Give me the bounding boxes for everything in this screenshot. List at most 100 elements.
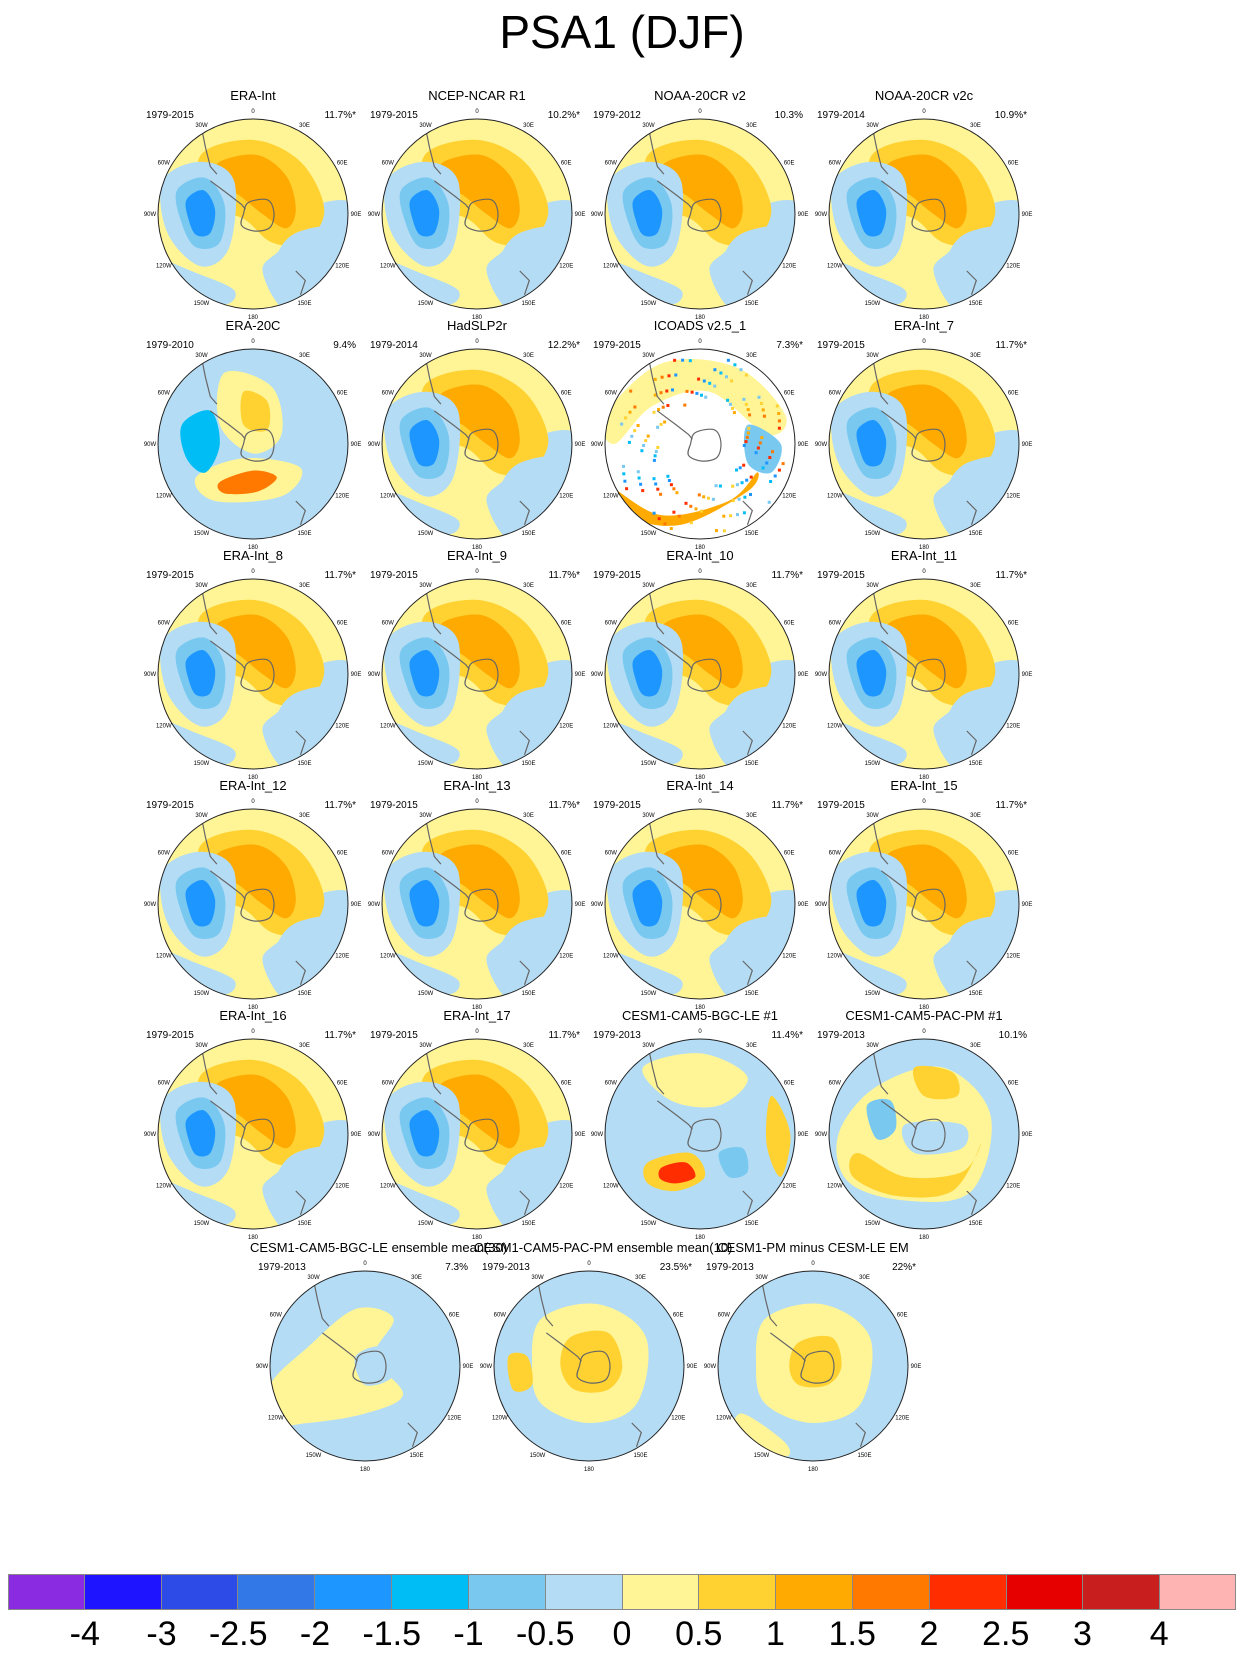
- panel-years: 1979-2013: [258, 1262, 306, 1273]
- antarctic-peninsula-coastline: [209, 870, 246, 900]
- panel-title: ERA-Int_7: [894, 318, 954, 333]
- weak-low-south: [386, 950, 460, 995]
- high-anomaly-core: [660, 614, 743, 689]
- panel-variance-percent: 10.3%: [774, 110, 803, 121]
- sparse-data-cell: [684, 501, 688, 505]
- panel-variance-percent: 11.7%*: [548, 800, 580, 811]
- weak-low-south: [162, 260, 236, 305]
- longitude-label: 0: [475, 109, 479, 115]
- south-america-coastline: [647, 583, 665, 635]
- longitude-label: 60E: [449, 1313, 460, 1319]
- antarctica-coastline: [687, 428, 722, 462]
- new-zealand-coastline: [855, 1422, 866, 1447]
- longitude-label: 150E: [521, 531, 535, 537]
- new-zealand-coastline: [742, 960, 753, 985]
- south-america-coastline: [871, 583, 889, 635]
- panel-variance-percent: 11.4%*: [771, 1030, 803, 1041]
- centre-near-zero: [354, 1346, 395, 1386]
- sparse-data-cell: [656, 425, 660, 429]
- longitude-label: 180: [919, 1005, 930, 1011]
- sparse-data-cell: [652, 410, 656, 414]
- map-panel: ERA-Int_9 1979-2015 11.7%* 0 30E 60E 90E 120E 15…: [362, 548, 592, 784]
- longitude-label: 60W: [605, 621, 618, 627]
- sparse-data-cell: [669, 527, 673, 530]
- longitude-label: 60W: [829, 1081, 842, 1087]
- sparse-data-cell: [624, 416, 628, 420]
- high-anomaly-core: [437, 384, 520, 459]
- colorbar-swatch: [699, 1574, 777, 1610]
- polar-contour-map: 0 30E 60E 90E 120E 150E 180 150W 120W 90W 60W 30W: [591, 1029, 809, 1241]
- panel-years: 1979-2015: [817, 570, 865, 581]
- antarctic-peninsula-coastline: [656, 180, 693, 210]
- weak-low-south: [162, 950, 236, 995]
- longitude-label: 30W: [642, 583, 655, 589]
- antarctic-peninsula-coastline: [545, 1332, 582, 1362]
- longitude-label: 150E: [297, 1221, 311, 1227]
- south-america-coastline: [200, 813, 218, 865]
- longitude-label: 150E: [744, 991, 758, 997]
- low-anomaly-core: [409, 650, 440, 697]
- longitude-label: 90E: [575, 902, 586, 908]
- longitude-label: 30E: [299, 353, 310, 359]
- map-boundary: [717, 1270, 909, 1462]
- map-panel: NOAA-20CR v2 1979-2012 10.3% 0 30E 60E 90E 120E…: [585, 88, 815, 324]
- antarctic-peninsula-coastline: [209, 410, 246, 440]
- high-anomaly-core: [437, 1074, 520, 1149]
- longitude-label: 120W: [827, 1184, 843, 1190]
- longitude-label: 120W: [380, 954, 396, 960]
- polar-contour-map: 0 30E 60E 90E 120E 150E 180 150W 120W 90W 60W 30W: [144, 569, 362, 781]
- map-boundary: [604, 118, 796, 310]
- low-anomaly-core: [185, 650, 216, 697]
- sparse-data-cell: [726, 398, 730, 402]
- longitude-label: 120E: [559, 494, 573, 500]
- sparse-data-cell: [700, 393, 703, 397]
- high-anomaly-south-core: [217, 470, 277, 495]
- colorbar-tick-label: 0.5: [675, 1615, 723, 1653]
- map-boundary: [381, 118, 573, 310]
- weak-low-south: [386, 1180, 460, 1225]
- longitude-label: 90W: [704, 1364, 717, 1370]
- longitude-label: 120W: [603, 724, 619, 730]
- longitude-label: 30W: [419, 353, 432, 359]
- longitude-label: 0: [251, 109, 255, 115]
- new-zealand-coastline: [519, 730, 530, 755]
- high-anomaly-core: [437, 614, 520, 689]
- polar-contour-map: 0 30E 60E 90E 120E 150E 180 150W 120W 90W 60W 30W: [256, 1261, 474, 1473]
- longitude-label: 120E: [559, 1184, 573, 1190]
- longitude-label: 90W: [815, 672, 828, 678]
- longitude-label: 90E: [575, 212, 586, 218]
- antarctica-coastline: [240, 1118, 275, 1152]
- longitude-label: 150W: [194, 301, 210, 307]
- sparse-data-cell: [740, 481, 744, 485]
- panel-title: ERA-20C: [225, 318, 281, 333]
- sparse-data-cell: [659, 391, 663, 395]
- longitude-label: 150E: [744, 1221, 758, 1227]
- longitude-label: 0: [922, 109, 926, 115]
- longitude-label: 150E: [968, 531, 982, 537]
- new-zealand-coastline: [966, 1190, 977, 1215]
- longitude-label: 120W: [268, 1416, 284, 1422]
- antarctic-peninsula-coastline: [209, 640, 246, 670]
- longitude-label: 90E: [798, 442, 809, 448]
- sparse-data-cell: [758, 441, 762, 445]
- sparse-data-cell: [728, 402, 732, 406]
- antarctic-peninsula-coastline: [321, 1332, 358, 1362]
- sparse-data-cell: [748, 413, 752, 417]
- longitude-label: 60E: [337, 621, 348, 627]
- longitude-label: 60W: [158, 161, 171, 167]
- sparse-data-cell: [659, 422, 663, 426]
- south-america-coastline: [647, 123, 665, 175]
- colorbar-swatch: [8, 1574, 85, 1610]
- longitude-label: 120E: [559, 724, 573, 730]
- high-anomaly-core: [884, 844, 967, 919]
- antarctic-peninsula-coastline: [433, 870, 470, 900]
- longitude-label: 120W: [827, 494, 843, 500]
- longitude-label: 150W: [865, 301, 881, 307]
- sparse-data-cell: [639, 482, 643, 486]
- colorbar-swatch: [1006, 1574, 1084, 1610]
- south-america-coastline: [647, 813, 665, 865]
- sparse-data-cell: [660, 375, 664, 379]
- antarctic-peninsula-coastline: [656, 410, 693, 440]
- longitude-label: 30E: [970, 123, 981, 129]
- high-anomaly-south-core: [658, 1162, 696, 1184]
